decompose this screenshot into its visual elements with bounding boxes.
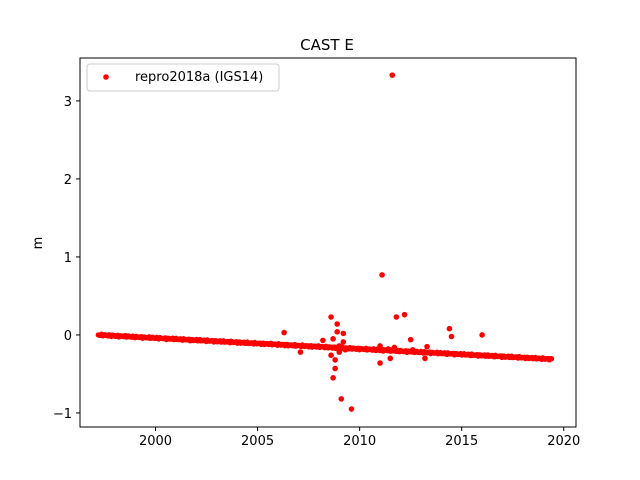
outlier-point bbox=[328, 314, 334, 320]
outlier-point bbox=[389, 72, 396, 78]
outlier-point bbox=[377, 343, 383, 349]
y-axis-label: m bbox=[31, 237, 46, 250]
y-axis-ticks: −1 0 1 2 3 bbox=[53, 95, 80, 422]
outlier-point bbox=[422, 355, 428, 362]
chart-title: CAST E bbox=[300, 36, 354, 54]
outlier-point bbox=[334, 321, 340, 327]
outlier-point bbox=[283, 342, 289, 348]
x-tick-label: 2005 bbox=[241, 434, 274, 449]
plot-frame bbox=[79, 57, 577, 428]
outlier-point bbox=[401, 311, 408, 318]
y-tick-label: −1 bbox=[53, 407, 72, 422]
outlier-point bbox=[342, 346, 349, 353]
outlier-point bbox=[446, 325, 453, 332]
data-points bbox=[95, 72, 555, 412]
legend-box bbox=[86, 63, 280, 92]
outlier-point bbox=[379, 272, 385, 278]
outlier-point bbox=[338, 396, 345, 402]
outlier-point bbox=[330, 336, 336, 342]
outlier-point bbox=[391, 344, 398, 351]
x-axis-ticks: 2000 2005 2010 2015 2020 bbox=[139, 427, 580, 449]
x-tick-label: 2010 bbox=[343, 434, 376, 449]
outlier-point bbox=[328, 352, 334, 359]
outlier-point bbox=[393, 314, 400, 320]
outlier-point bbox=[407, 336, 414, 343]
outlier-point bbox=[334, 329, 340, 335]
outlier-point bbox=[297, 349, 304, 355]
outlier-point bbox=[387, 355, 394, 362]
x-tick-label: 2015 bbox=[445, 434, 478, 449]
x-tick-label: 2020 bbox=[547, 434, 580, 449]
legend-label: repro2018a (IGS14) bbox=[135, 70, 263, 85]
outlier-point bbox=[377, 360, 383, 366]
x-tick-label: 2000 bbox=[139, 434, 172, 449]
y-tick-label: 3 bbox=[64, 95, 72, 110]
outlier-point bbox=[281, 329, 287, 336]
outlier-point bbox=[332, 365, 338, 372]
outlier-point bbox=[332, 357, 338, 363]
y-tick-label: 0 bbox=[64, 329, 72, 344]
outlier-point bbox=[340, 330, 347, 337]
data-point bbox=[548, 355, 555, 362]
outlier-point bbox=[424, 343, 430, 350]
outlier-point bbox=[409, 346, 416, 353]
outlier-point bbox=[330, 375, 336, 381]
legend: repro2018a (IGS14) bbox=[86, 63, 280, 92]
outlier-point bbox=[340, 339, 347, 345]
outlier-point bbox=[448, 333, 455, 340]
legend-marker bbox=[103, 74, 109, 80]
outlier-point bbox=[385, 346, 392, 352]
outlier-point bbox=[320, 337, 326, 344]
y-tick-label: 1 bbox=[64, 251, 72, 266]
outlier-point bbox=[348, 406, 355, 412]
y-tick-label: 2 bbox=[64, 173, 72, 188]
outlier-point bbox=[479, 332, 485, 338]
